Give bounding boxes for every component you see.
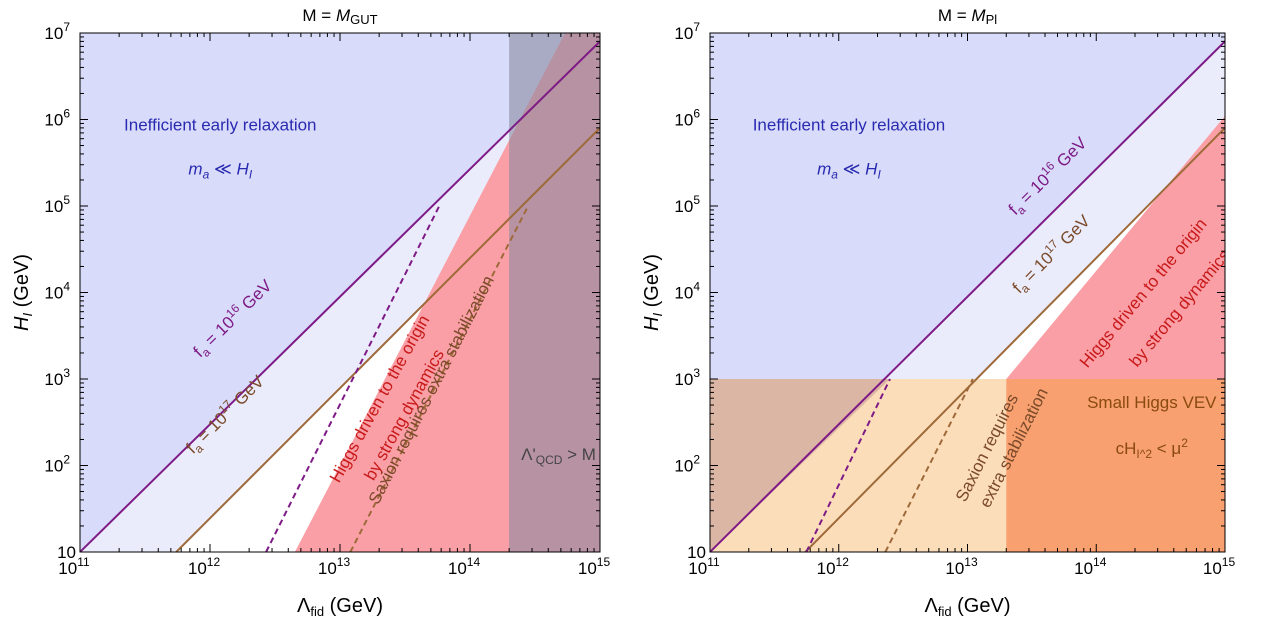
x-tick-label: 1013 (945, 555, 978, 578)
y-tick-label: 106 (44, 107, 70, 130)
y-tick-label: 10 (57, 543, 76, 562)
y-tick-label: 103 (674, 366, 700, 389)
x-tick-label: 1015 (578, 555, 611, 578)
y-axis-label: HI (GeV) (11, 254, 35, 331)
y-tick-label: 106 (674, 107, 700, 130)
x-tick-label: 1014 (448, 555, 481, 578)
x-tick-label: 1014 (1074, 555, 1107, 578)
x-tick-label: 1012 (817, 555, 850, 578)
x-axis-label: Λfid (GeV) (297, 595, 383, 619)
region-label: Inefficient early relaxation (124, 115, 316, 134)
y-tick-label: 103 (44, 366, 70, 389)
chart-title: M = MGUT (302, 6, 377, 27)
chart-title: M = MPl (938, 6, 997, 27)
region-label: cHI^2 < μ2 (1116, 436, 1189, 461)
y-tick-label: 107 (44, 20, 70, 43)
x-tick-label: 1013 (318, 555, 351, 578)
y-tick-label: 102 (44, 453, 70, 476)
y-tick-label: 104 (44, 280, 70, 303)
region-label: Small Higgs VEV (1087, 393, 1217, 412)
x-axis-label: Λfid (GeV) (925, 595, 1011, 619)
y-tick-label: 107 (674, 20, 700, 43)
y-tick-label: 104 (674, 280, 700, 303)
region-label: Inefficient early relaxation (753, 115, 945, 134)
y-tick-label: 105 (674, 193, 700, 216)
y-tick-label: 105 (44, 193, 70, 216)
y-tick-label: 10 (687, 543, 706, 562)
y-axis-label: HI (GeV) (641, 254, 665, 331)
region-lambda-qcd-gt-m (509, 33, 600, 552)
region-label: ma ≪ HI (817, 160, 881, 182)
x-tick-label: 1012 (188, 555, 221, 578)
y-tick-label: 102 (674, 453, 700, 476)
x-tick-label: 1015 (1203, 555, 1236, 578)
region-label: ma ≪ HI (188, 160, 252, 182)
